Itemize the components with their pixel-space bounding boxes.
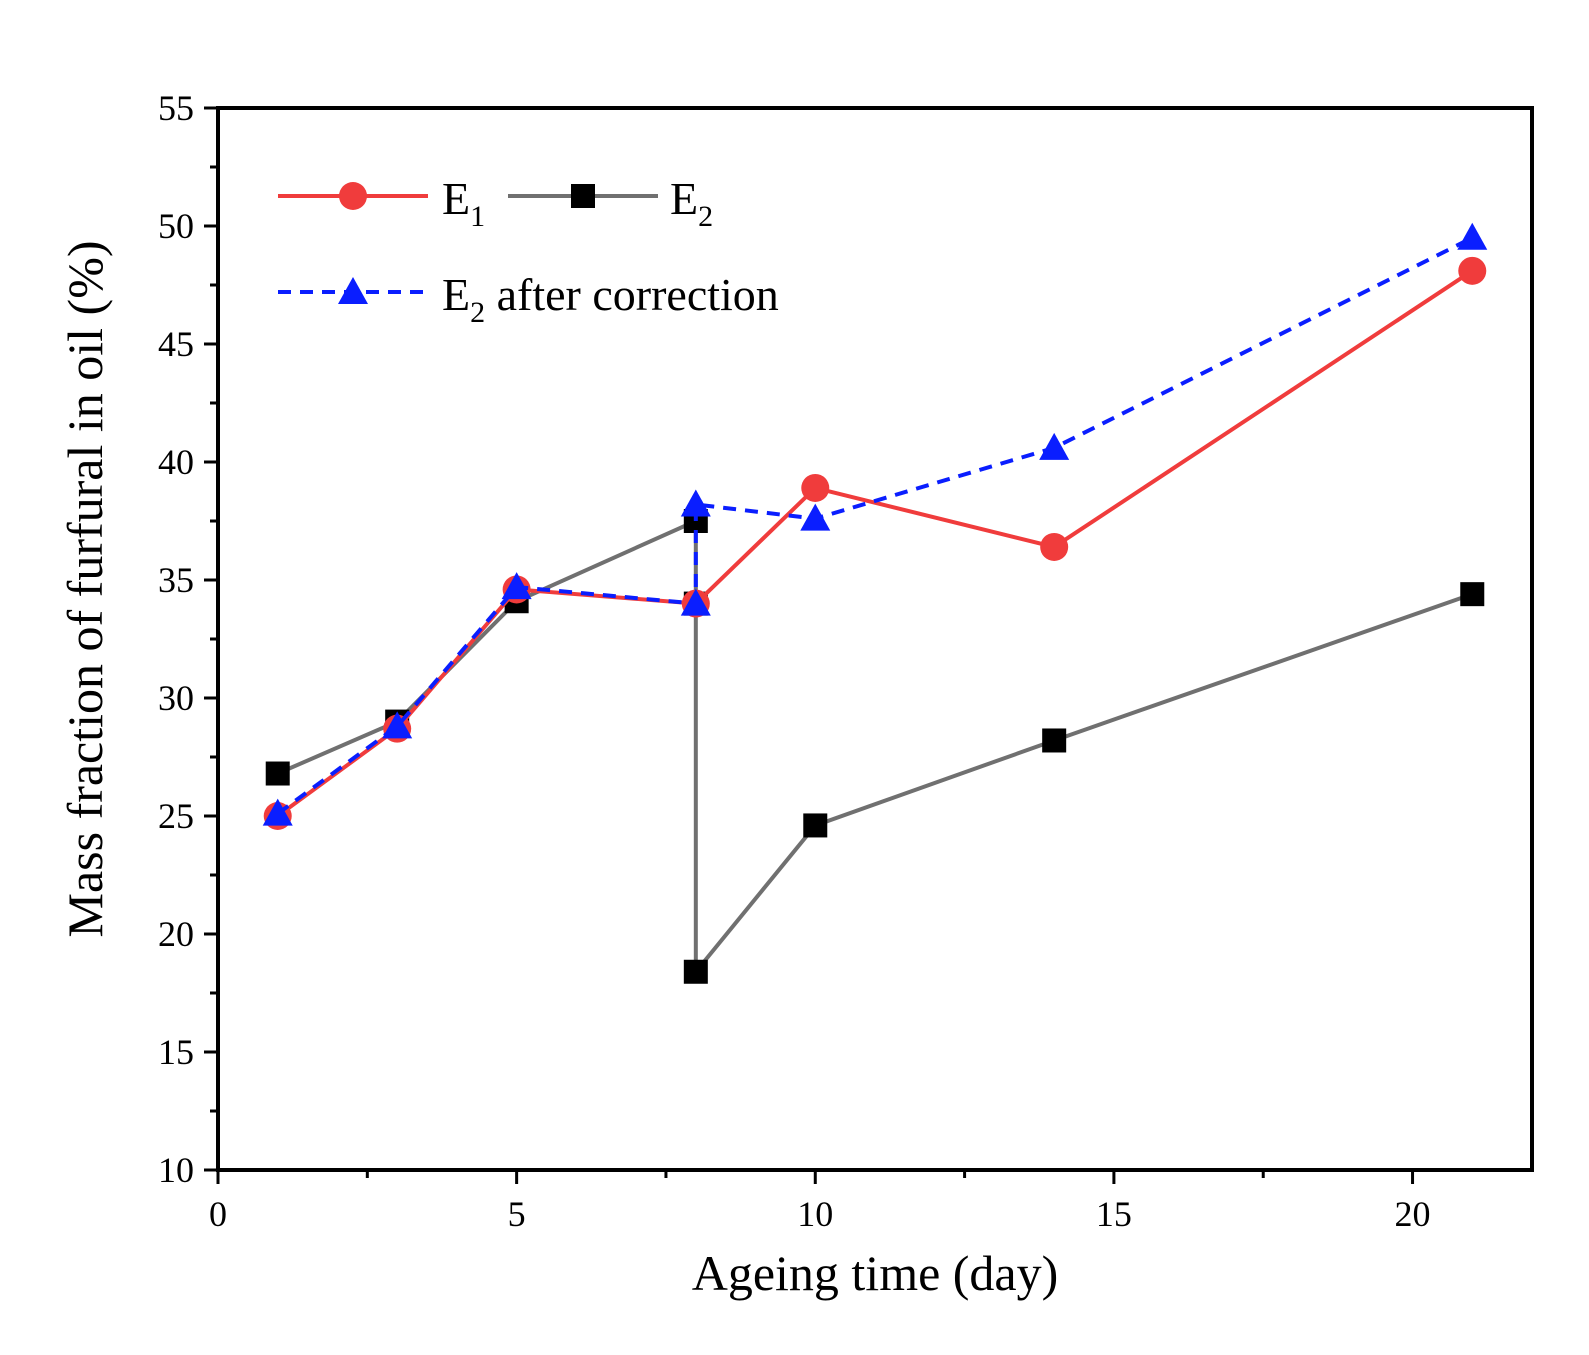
legend-label-subscript: 1 [470,200,485,233]
legend-marker-e1 [339,182,367,210]
series-line-e1 [276,269,1474,818]
y-tick-label: 50 [158,206,194,246]
data-point-e1 [1458,256,1487,285]
legend-label-name: E [442,173,470,224]
y-tick-label: 55 [158,88,194,128]
data-point-e2-after-correction [680,489,711,517]
legend-marker-e2-after-correction [338,277,368,304]
x-axis-title: Ageing time (day) [692,1245,1059,1301]
data-point-e2-after-correction [800,503,831,531]
y-tick-label: 10 [158,1150,194,1190]
y-tick-label: 40 [158,442,194,482]
data-point-e2-after-correction [382,711,413,739]
data-point-e2 [1460,582,1485,607]
legend-item-e1: E1 [278,173,485,233]
y-tick-label: 15 [158,1032,194,1072]
y-tick-label: 20 [158,914,194,954]
legend-label-subscript: 2 [470,296,485,329]
legend-label-name: E [670,173,698,224]
legend-marker-e2 [571,184,595,208]
plot-area [216,106,1534,1172]
series-layer [262,222,1488,984]
x-tick-label: 15 [1096,1194,1132,1234]
x-tick-label: 10 [797,1194,833,1234]
data-point-e2-after-correction [262,798,293,826]
x-tick-label: 20 [1395,1194,1431,1234]
data-point-e2 [803,813,828,838]
x-tick-label: 0 [209,1194,227,1234]
y-tick-label: 25 [158,796,194,836]
axis-ticks [204,106,1415,1184]
data-point-e2-after-correction [680,588,711,616]
data-point-e2-after-correction [1039,432,1070,460]
series-e2-after-correction [262,222,1488,826]
data-point-e2 [265,761,290,786]
y-tick-label: 35 [158,560,194,600]
data-point-e1 [1040,532,1069,561]
legend-item-e2-after-correction: E2 after correction [278,269,779,329]
legend-label-e2-after-correction: E2 after correction [442,269,779,329]
legend-label-suffix: after correction [485,269,779,320]
data-point-e2-after-correction [1457,222,1488,250]
y-tick-label: 45 [158,324,194,364]
y-tick-label: 30 [158,678,194,718]
series-e1 [263,256,1487,830]
data-point-e1 [801,473,830,502]
series-e2 [265,509,1485,984]
data-point-e2 [1042,728,1067,753]
legend-label-name: E [442,269,470,320]
legend-item-e2: E2 [508,173,713,233]
x-tick-label: 5 [508,1194,526,1234]
data-point-e2-after-correction [501,572,532,600]
legend-label-subscript: 2 [698,200,713,233]
tick-labels: 0 5 10 15 20 10 15 20 25 30 35 40 45 50 55 [158,88,1431,1234]
legend-label-e1: E1 [442,173,485,233]
series-line-e2 [276,517,1473,978]
data-point-e2 [683,959,708,984]
legend-label-e2: E2 [670,173,713,233]
y-axis-title: Mass fraction of furfural in oil (%) [57,241,113,938]
series-line-e2-after-correction [276,236,1474,816]
